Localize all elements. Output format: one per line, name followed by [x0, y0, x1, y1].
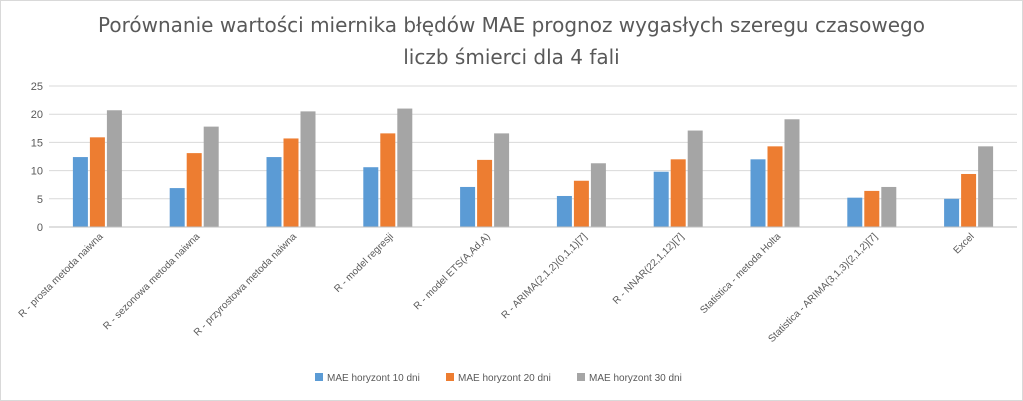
x-tick-label: R - ARIMA(2,1,2)(0,1,1)[7] [500, 231, 590, 321]
bar [670, 159, 686, 227]
bar [556, 195, 572, 227]
x-tick-label: Excel [952, 231, 977, 256]
bar [106, 110, 122, 227]
bar [881, 186, 897, 227]
bar [653, 171, 669, 227]
y-tick-label: 20 [31, 109, 43, 121]
bar [978, 146, 994, 227]
x-tick-label: R - przyrostowa metoda naiwna [192, 231, 300, 339]
y-tick-label: 5 [37, 194, 43, 206]
bar [283, 138, 299, 227]
bar [784, 119, 800, 227]
x-tick-label: R - prosta metoda naiwna [17, 231, 106, 320]
bar [363, 167, 379, 227]
bar [203, 126, 219, 227]
y-tick-label: 10 [31, 166, 43, 178]
x-tick-label: R - model ETS(A,Ad,A) [412, 231, 493, 312]
bar [961, 173, 977, 227]
bar [300, 111, 316, 227]
bar [72, 157, 88, 227]
x-tick-label: R - sezonowa metoda naiwna [101, 231, 202, 332]
legend-swatch [446, 373, 454, 381]
bar [944, 198, 960, 227]
y-tick-label: 25 [31, 81, 43, 93]
bar [573, 180, 589, 227]
chart-title-line-2: liczb śmierci dla 4 fali [403, 45, 620, 69]
bar [687, 130, 703, 227]
bar [169, 188, 185, 227]
bar [494, 133, 510, 227]
bar [767, 146, 783, 227]
bar [460, 186, 476, 227]
bar [477, 159, 493, 227]
bar [89, 137, 105, 227]
bar [397, 108, 413, 227]
bar [590, 163, 606, 227]
x-tick-label: R - NNAR(22,1,12)[7] [611, 231, 687, 307]
chart-title-line-1: Porównanie wartości miernika błędów MAE … [98, 13, 925, 37]
y-tick-label: 15 [31, 137, 43, 149]
bar [186, 153, 202, 227]
x-tick-label: Statistica - metoda Holta [698, 231, 783, 316]
legend-swatch [577, 373, 585, 381]
bar [266, 157, 282, 227]
bar [380, 133, 396, 227]
legend-swatch [315, 373, 323, 381]
bar [864, 190, 880, 227]
y-tick-label: 0 [37, 222, 43, 234]
x-tick-label: R - model regresji [332, 231, 396, 295]
bar [847, 197, 863, 227]
legend-label: MAE horyzont 20 dni [458, 373, 551, 384]
bar [750, 159, 766, 227]
legend-label: MAE horyzont 30 dni [589, 373, 682, 384]
x-tick-label: Statistica - ARIMA(3,1,3)(2,1,2)[7] [766, 231, 880, 345]
legend-label: MAE horyzont 10 dni [327, 373, 420, 384]
